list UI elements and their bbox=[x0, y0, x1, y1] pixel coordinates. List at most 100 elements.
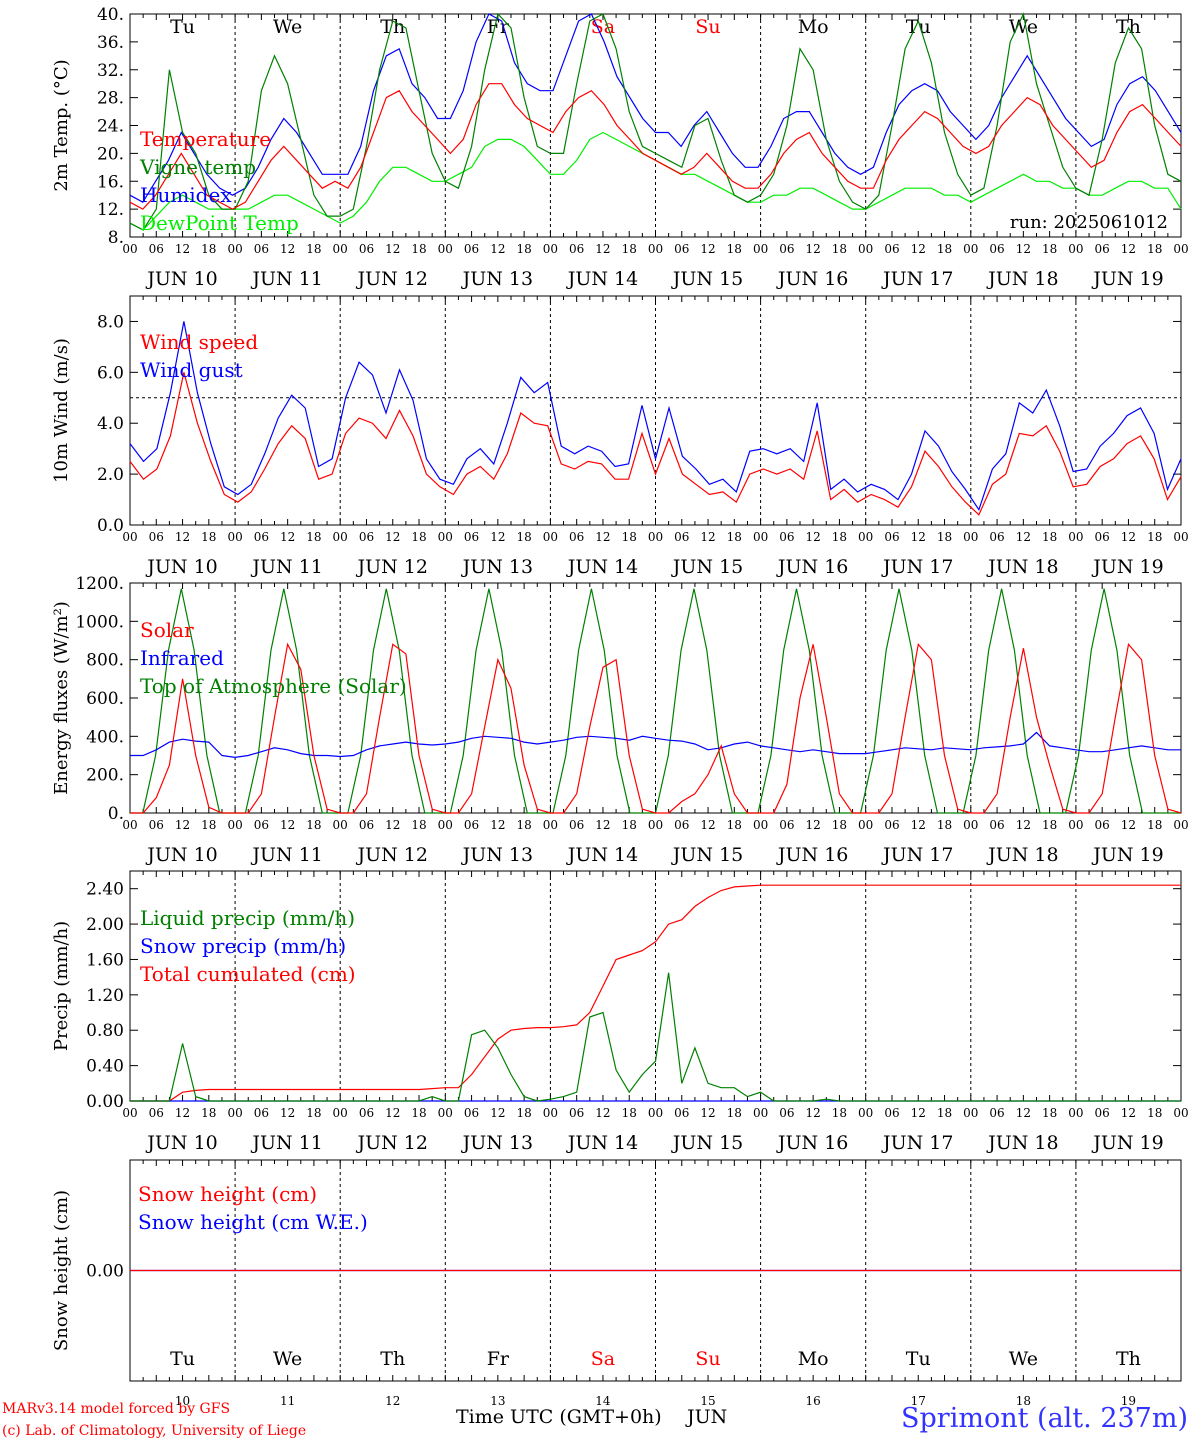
hour-label: 06 bbox=[674, 1106, 689, 1120]
hour-label: 06 bbox=[569, 818, 584, 832]
day-number-label: 19 bbox=[1121, 1394, 1136, 1408]
hour-label: 00 bbox=[122, 242, 137, 256]
hour-label: 06 bbox=[884, 818, 899, 832]
hour-label: 18 bbox=[201, 1106, 216, 1120]
hour-label: 18 bbox=[727, 818, 742, 832]
hour-label: 00 bbox=[858, 530, 873, 544]
panel-3: 1200. 1000. 800. 600. 400. 200. 0. Energy fluxe… bbox=[51, 574, 1189, 866]
hour-label: 06 bbox=[674, 818, 689, 832]
legend-entry: Total cumulated (cm) bbox=[140, 962, 356, 986]
hour-label: 18 bbox=[201, 530, 216, 544]
hour-label: 06 bbox=[359, 242, 374, 256]
hour-label: 12 bbox=[1016, 1106, 1031, 1120]
hour-label: 18 bbox=[622, 818, 637, 832]
hour-label: 06 bbox=[464, 818, 479, 832]
date-label: JUN 14 bbox=[566, 844, 638, 866]
hour-label: 18 bbox=[937, 818, 952, 832]
weekday-label: Tu bbox=[170, 1348, 195, 1370]
weekday-label: Mo bbox=[798, 16, 829, 38]
panel-2: 8.0 6.0 4.0 2.0 0.0 10m Wind (m/s) 00 06 12 18 00 0… bbox=[51, 295, 1189, 578]
hour-label: 00 bbox=[227, 818, 242, 832]
y-tick-label: 32. bbox=[97, 61, 124, 81]
y-tick-label: 2.0 bbox=[97, 465, 124, 485]
date-label: JUN 11 bbox=[250, 268, 322, 290]
hour-label: 18 bbox=[1147, 242, 1162, 256]
hour-label: 06 bbox=[1095, 242, 1110, 256]
hour-label: 18 bbox=[832, 530, 847, 544]
hour-label: 00 bbox=[438, 1106, 453, 1120]
date-label: JUN 15 bbox=[671, 844, 743, 866]
hour-label: 12 bbox=[385, 1106, 400, 1120]
date-label: JUN 19 bbox=[1091, 844, 1163, 866]
series-line-2 bbox=[129, 321, 1182, 512]
hour-label: 18 bbox=[306, 818, 321, 832]
hour-label: 06 bbox=[884, 1106, 899, 1120]
hour-label: 06 bbox=[674, 530, 689, 544]
date-label: JUN 16 bbox=[776, 1132, 848, 1154]
legend-entry: Liquid precip (mm/h) bbox=[140, 906, 355, 930]
date-label: JUN 12 bbox=[356, 268, 428, 290]
y-tick-label: 28. bbox=[97, 89, 124, 109]
hour-label: 06 bbox=[149, 530, 164, 544]
date-label: JUN 15 bbox=[671, 1132, 743, 1154]
hour-label: 00 bbox=[543, 818, 558, 832]
legend-entry: Temperature bbox=[140, 127, 271, 151]
hour-label: 06 bbox=[569, 530, 584, 544]
series-line-1 bbox=[130, 642, 1182, 814]
date-label: JUN 16 bbox=[776, 268, 848, 290]
hour-label: 06 bbox=[149, 1106, 164, 1120]
weekday-label: Tu bbox=[906, 16, 931, 38]
y-tick-label: 200. bbox=[86, 766, 124, 786]
hour-label: 18 bbox=[937, 242, 952, 256]
hour-label: 18 bbox=[516, 530, 531, 544]
hour-label: 06 bbox=[569, 1106, 584, 1120]
date-label: JUN 14 bbox=[566, 268, 638, 290]
hour-label: 00 bbox=[438, 818, 453, 832]
hour-label: 18 bbox=[832, 818, 847, 832]
hour-label: 06 bbox=[1095, 818, 1110, 832]
hour-label: 00 bbox=[648, 530, 663, 544]
hour-label: 12 bbox=[490, 242, 505, 256]
hour-label: 00 bbox=[963, 818, 978, 832]
hour-label: 18 bbox=[411, 242, 426, 256]
credit-lab: (c) Lab. of Climatology, University of L… bbox=[2, 1423, 306, 1439]
date-label: JUN 19 bbox=[1091, 268, 1163, 290]
hour-label: 00 bbox=[753, 242, 768, 256]
hour-label: 06 bbox=[989, 1106, 1004, 1120]
y-tick-label: 12. bbox=[97, 200, 124, 220]
hour-label: 00 bbox=[753, 818, 768, 832]
y-axis-label: Energy fluxes (W/m²) bbox=[51, 601, 72, 795]
weekday-label: Su bbox=[695, 16, 720, 38]
hour-label: 12 bbox=[700, 530, 715, 544]
date-label: JUN 10 bbox=[145, 1132, 217, 1154]
hour-label: 06 bbox=[254, 1106, 269, 1120]
weekday-label: Fr bbox=[487, 16, 510, 38]
hour-label: 06 bbox=[359, 818, 374, 832]
date-label: JUN 10 bbox=[145, 556, 217, 578]
hour-label: 00 bbox=[227, 242, 242, 256]
hour-label: 00 bbox=[122, 1106, 137, 1120]
hour-label: 12 bbox=[911, 1106, 926, 1120]
date-label: JUN 18 bbox=[986, 268, 1058, 290]
hour-label: 00 bbox=[648, 1106, 663, 1120]
series-line-1 bbox=[129, 83, 1182, 210]
legend-entry: Top of Atmosphere (Solar) bbox=[140, 674, 407, 698]
hour-label: 06 bbox=[779, 530, 794, 544]
hour-label: 00 bbox=[543, 242, 558, 256]
series-line-1 bbox=[129, 372, 1182, 516]
y-tick-label: 6.0 bbox=[97, 363, 124, 383]
weekday-label: Fr bbox=[487, 1348, 510, 1370]
weekday-label: We bbox=[273, 1348, 302, 1370]
y-tick-label: 800. bbox=[86, 651, 124, 671]
y-tick-label: 0.40 bbox=[86, 1057, 124, 1077]
y-tick-label: 0. bbox=[108, 804, 124, 824]
hour-label: 18 bbox=[1042, 242, 1057, 256]
date-label: JUN 12 bbox=[356, 1132, 428, 1154]
hour-label: 18 bbox=[516, 818, 531, 832]
y-tick-label: 36. bbox=[97, 33, 124, 53]
hour-label: 18 bbox=[622, 530, 637, 544]
hour-label: 00 bbox=[648, 242, 663, 256]
hour-label: 00 bbox=[122, 530, 137, 544]
panel-5: 0.00 Snow height (cm) Tu We Th Fr Sa Su Mo Tu We Th… bbox=[51, 1159, 1182, 1408]
weekday-label: Tu bbox=[170, 16, 195, 38]
